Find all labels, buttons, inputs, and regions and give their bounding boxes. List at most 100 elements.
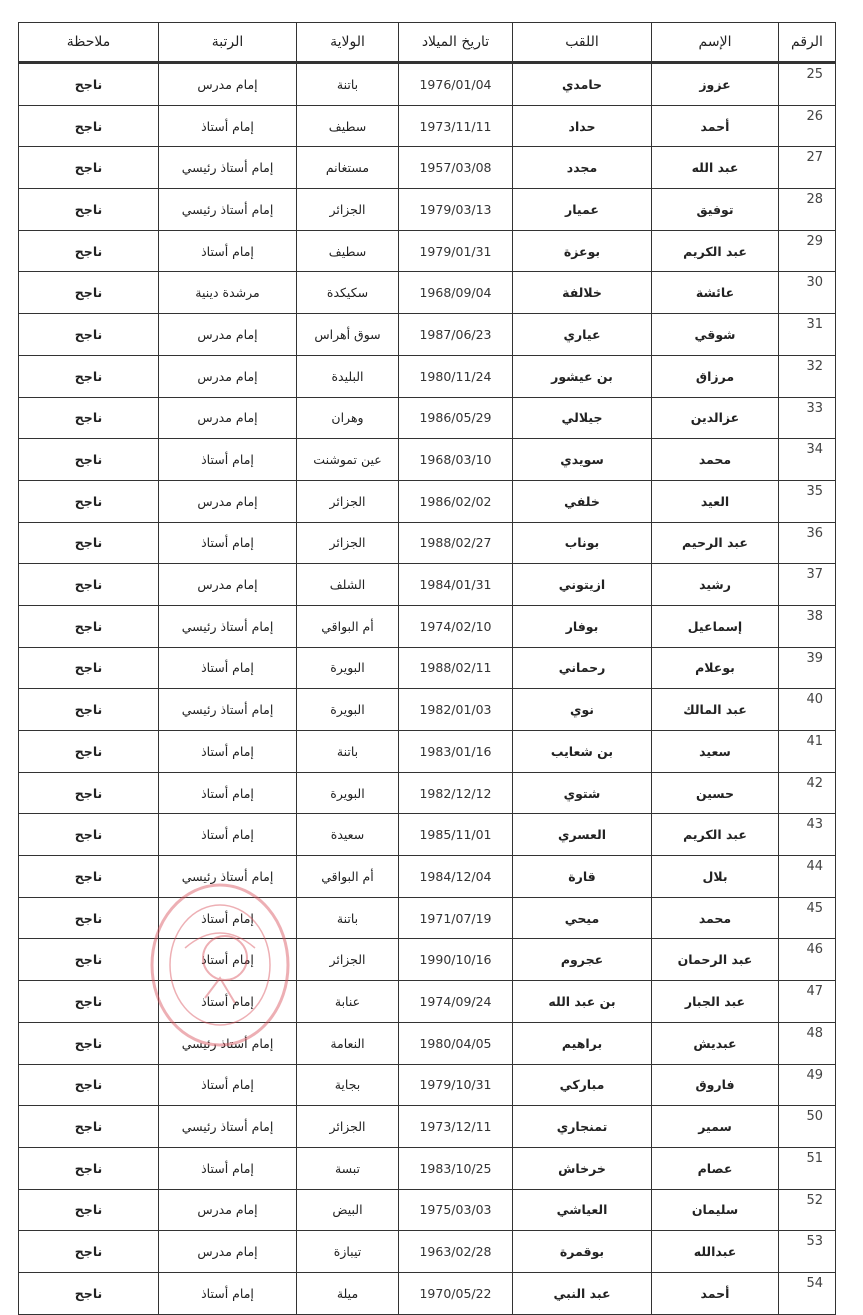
first-name-cell: حسين — [651, 771, 779, 815]
rank-cell: إمام أستاذ — [158, 521, 297, 565]
header-last-name: اللقب — [512, 22, 652, 63]
header-first-name: الإسم — [651, 22, 779, 63]
province-cell: البويرة — [296, 771, 399, 815]
first-name-cell: عصام — [651, 1146, 779, 1190]
note-cell: ناجح — [18, 688, 159, 731]
first-name-cell: شوقي — [651, 313, 779, 356]
note-cell: ناجح — [18, 479, 159, 523]
table-row: 25 عزوز حامدي 1976/01/04 باتنة إمام مدرس ناجح — [18, 61, 836, 106]
birth-date-cell: 1979/03/13 — [398, 188, 513, 231]
header-note: ملاحظة — [18, 22, 159, 63]
province-cell: بجاية — [296, 1063, 399, 1107]
note-cell: ناجح — [18, 813, 159, 857]
row-number-cell: 38 — [778, 604, 836, 648]
row-number-cell: 42 — [778, 771, 836, 815]
table-row: 27 عبد الله مجدد 1957/03/08 مستغانم إمام أستا… — [18, 146, 836, 190]
province-cell: باتنة — [296, 730, 399, 773]
note-cell: ناجح — [18, 1271, 159, 1315]
last-name-cell: عجروم — [512, 938, 652, 982]
last-name-cell: مباركي — [512, 1063, 652, 1107]
birth-date-cell: 1982/12/12 — [398, 771, 513, 815]
row-number-cell: 48 — [778, 1021, 836, 1065]
province-cell: البليدة — [296, 354, 399, 398]
birth-date-cell: 1987/06/23 — [398, 313, 513, 356]
rank-cell: إمام أستاذ رئيسي — [158, 188, 297, 231]
row-number-cell: 47 — [778, 980, 836, 1023]
last-name-cell: بوفار — [512, 604, 652, 648]
birth-date-cell: 1974/09/24 — [398, 980, 513, 1023]
birth-date-cell: 1983/10/25 — [398, 1146, 513, 1190]
first-name-cell: محمد — [651, 438, 779, 481]
birth-date-cell: 1979/10/31 — [398, 1063, 513, 1107]
birth-date-cell: 1973/12/11 — [398, 1105, 513, 1148]
row-number-cell: 51 — [778, 1146, 836, 1190]
province-cell: عنابة — [296, 980, 399, 1023]
note-cell: ناجح — [18, 855, 159, 898]
first-name-cell: عزالدين — [651, 396, 779, 440]
rank-cell: إمام أستاذ — [158, 896, 297, 940]
rank-cell: إمام أستاذ — [158, 104, 297, 148]
note-cell: ناجح — [18, 938, 159, 982]
row-number-cell: 30 — [778, 271, 836, 315]
first-name-cell: عبدالله — [651, 1230, 779, 1273]
last-name-cell: عبد النبي — [512, 1271, 652, 1315]
rank-cell: إمام أستاذ رئيسي — [158, 1021, 297, 1065]
rank-cell: إمام أستاذ — [158, 980, 297, 1023]
table-row: 53 عبدالله بوقمرة 1963/02/28 تيبازة إمام مدرس… — [18, 1230, 836, 1273]
birth-date-cell: 1984/12/04 — [398, 855, 513, 898]
row-number-cell: 50 — [778, 1105, 836, 1148]
row-number-cell: 34 — [778, 438, 836, 481]
row-number-cell: 54 — [778, 1271, 836, 1315]
row-number-cell: 46 — [778, 938, 836, 982]
row-number-cell: 27 — [778, 146, 836, 190]
note-cell: ناجح — [18, 229, 159, 273]
first-name-cell: سعيد — [651, 730, 779, 773]
note-cell: ناجح — [18, 188, 159, 231]
province-cell: سعيدة — [296, 813, 399, 857]
last-name-cell: نوي — [512, 688, 652, 731]
province-cell: سطيف — [296, 104, 399, 148]
note-cell: ناجح — [18, 438, 159, 481]
birth-date-cell: 1980/11/24 — [398, 354, 513, 398]
rank-cell: إمام أستاذ رئيسي — [158, 604, 297, 648]
row-number-cell: 31 — [778, 313, 836, 356]
results-table: الرقم الإسم اللقب تاريخ الميلاد الولاية … — [18, 22, 836, 1315]
birth-date-cell: 1982/01/03 — [398, 688, 513, 731]
note-cell: ناجح — [18, 730, 159, 773]
table-row: 49 فاروق مباركي 1979/10/31 بجاية إمام أستاذ نا… — [18, 1063, 836, 1107]
note-cell: ناجح — [18, 1063, 159, 1107]
row-number-cell: 49 — [778, 1063, 836, 1107]
row-number-cell: 33 — [778, 396, 836, 440]
province-cell: تيبازة — [296, 1230, 399, 1273]
first-name-cell: عبد الكريم — [651, 813, 779, 857]
table-row: 46 عبد الرحمان عجروم 1990/10/16 الجزائر إمام … — [18, 938, 836, 982]
rank-cell: إمام أستاذ رئيسي — [158, 855, 297, 898]
last-name-cell: براهيم — [512, 1021, 652, 1065]
birth-date-cell: 1973/11/11 — [398, 104, 513, 148]
birth-date-cell: 1985/11/01 — [398, 813, 513, 857]
table-row: 28 توفيق عميار 1979/03/13 الجزائر إمام أستاذ … — [18, 188, 836, 231]
birth-date-cell: 1970/05/22 — [398, 1271, 513, 1315]
last-name-cell: ازيتوني — [512, 563, 652, 606]
note-cell: ناجح — [18, 521, 159, 565]
birth-date-cell: 1957/03/08 — [398, 146, 513, 190]
note-cell: ناجح — [18, 354, 159, 398]
header-birth-date: تاريخ الميلاد — [398, 22, 513, 63]
table-row: 43 عبد الكريم العسري 1985/11/01 سعيدة إمام أس… — [18, 813, 836, 857]
rank-cell: إمام أستاذ — [158, 229, 297, 273]
province-cell: الجزائر — [296, 938, 399, 982]
birth-date-cell: 1975/03/03 — [398, 1188, 513, 1232]
province-cell: مستغانم — [296, 146, 399, 190]
table-row: 48 عبديش براهيم 1980/04/05 النعامة إمام أستاذ… — [18, 1021, 836, 1065]
table-row: 29 عبد الكريم بوعزة 1979/01/31 سطيف إمام أستا… — [18, 229, 836, 273]
birth-date-cell: 1986/05/29 — [398, 396, 513, 440]
first-name-cell: بوعلام — [651, 646, 779, 690]
first-name-cell: عبد الرحمان — [651, 938, 779, 982]
province-cell: الجزائر — [296, 1105, 399, 1148]
rank-cell: إمام أستاذ — [158, 771, 297, 815]
first-name-cell: عائشة — [651, 271, 779, 315]
province-cell: الشلف — [296, 563, 399, 606]
row-number-cell: 28 — [778, 188, 836, 231]
table-row: 40 عبد المالك نوي 1982/01/03 البويرة إمام أست… — [18, 688, 836, 731]
row-number-cell: 43 — [778, 813, 836, 857]
